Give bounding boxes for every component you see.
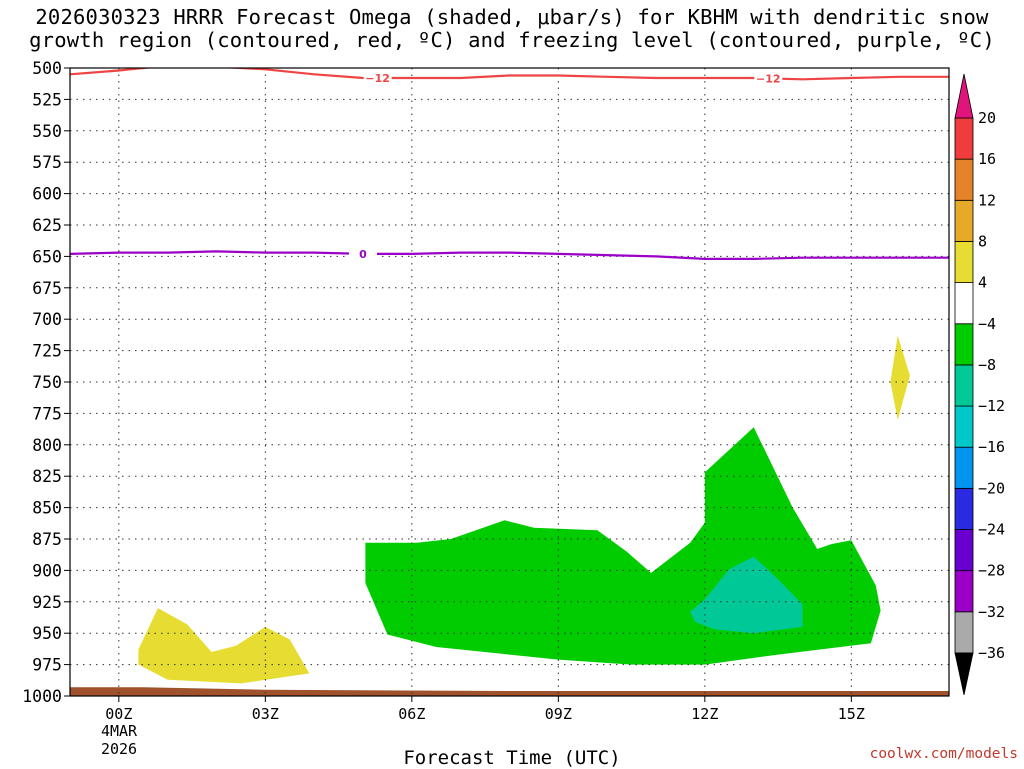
colorbar-bin	[954, 570, 974, 613]
contour-line-1	[70, 250, 949, 260]
y-tick-label: 950	[32, 624, 62, 643]
credit-text: coolwx.com/models	[869, 746, 1018, 762]
y-tick-label: 550	[32, 122, 62, 141]
contour-label-bg	[363, 71, 392, 86]
colorbar-bin	[954, 611, 974, 654]
y-tick-label: 775	[32, 404, 62, 423]
x-tick-label: 12Z	[691, 705, 718, 723]
colorbar-label: 20	[978, 109, 996, 127]
colorbar-bin	[954, 323, 974, 366]
y-tick-label: 600	[32, 185, 62, 204]
contour-layer: −12 −12 0	[70, 68, 949, 261]
y-tick-label: 725	[32, 342, 62, 361]
contour-label: −12	[365, 72, 390, 85]
x-tick-label: 00Z	[105, 705, 132, 723]
shaded-region-0	[138, 608, 310, 684]
y-tick-label: 900	[32, 561, 62, 580]
colorbar-bin	[954, 117, 974, 160]
colorbar-bin	[954, 282, 974, 325]
contour-label-bg	[349, 246, 377, 261]
y-tick-label: 925	[32, 593, 62, 612]
title-line-1: 2026030323 HRRR Forecast Omega (shaded, …	[35, 5, 989, 29]
shaded-region-1	[890, 335, 910, 420]
colorbar-label: −4	[978, 315, 996, 333]
y-tick-label: 750	[32, 373, 62, 392]
y-tick-label: 525	[32, 90, 62, 109]
y-tick-label: 700	[32, 310, 62, 329]
y-tick-label: 1000	[22, 687, 62, 706]
colorbar-label: −16	[978, 438, 1005, 456]
colorbar-label: 16	[978, 150, 996, 168]
colorbar: −36 −32 −28 −24 −20 −16 −12 −8 −4 4 8 12 16 20	[954, 73, 1005, 696]
contour-label: −12	[756, 72, 781, 85]
title-line-2: growth region (contoured, red, ºC) and f…	[29, 28, 995, 52]
contour-line-0	[70, 68, 949, 81]
grid-layer	[70, 68, 949, 696]
y-tick-label: 850	[32, 499, 62, 518]
colorbar-under-arrow	[954, 652, 974, 696]
omega-shaded-layer	[70, 335, 949, 696]
x-tick-label: 06Z	[398, 705, 425, 723]
colorbar-label: −32	[978, 603, 1005, 621]
contour-label-bg	[754, 71, 783, 86]
colorbar-label: −36	[978, 644, 1005, 662]
contour-label: 0	[359, 248, 367, 261]
x-tick-label: 09Z	[545, 705, 572, 723]
shaded-region-3	[690, 556, 803, 634]
colorbar-bin	[954, 405, 974, 448]
y-axis: 500 525 550 575 600 625 650 675 700 725 750 775 800 8…	[22, 59, 70, 706]
colorbar-bin	[954, 158, 974, 201]
colorbar-over-arrow	[954, 73, 974, 119]
y-tick-label: 500	[32, 59, 62, 78]
colorbar-label: −12	[978, 397, 1005, 415]
colorbar-bin	[954, 241, 974, 283]
colorbar-label: 8	[978, 232, 987, 250]
colorbar-bin	[954, 199, 974, 242]
x-axis: 00Z 03Z 06Z 09Z 12Z 15Z	[105, 696, 865, 723]
shaded-region-2	[365, 427, 881, 665]
y-tick-label: 875	[32, 530, 62, 549]
y-tick-label: 675	[32, 279, 62, 298]
date-label-line1: 4MAR	[101, 722, 138, 740]
colorbar-label: −24	[978, 521, 1005, 539]
colorbar-label: −20	[978, 479, 1005, 497]
y-tick-label: 800	[32, 436, 62, 455]
y-tick-label: 575	[32, 153, 62, 172]
x-tick-label: 03Z	[252, 705, 279, 723]
colorbar-label: −8	[978, 356, 996, 374]
colorbar-label: −28	[978, 562, 1005, 580]
y-tick-label: 825	[32, 467, 62, 486]
colorbar-bin	[954, 529, 974, 572]
x-axis-title: Forecast Time (UTC)	[403, 747, 621, 769]
colorbar-bin	[954, 446, 974, 489]
colorbar-bin	[954, 364, 974, 407]
colorbar-label: 4	[978, 274, 987, 292]
chart-title: 2026030323 HRRR Forecast Omega (shaded, …	[0, 6, 1024, 52]
date-label-line2: 2026	[101, 740, 137, 758]
shaded-region-4	[70, 687, 949, 696]
colorbar-label: 12	[978, 191, 996, 209]
y-tick-label: 625	[32, 216, 62, 235]
y-tick-label: 975	[32, 656, 62, 675]
x-tick-label: 15Z	[838, 705, 865, 723]
colorbar-bin	[954, 487, 974, 530]
y-tick-label: 650	[32, 247, 62, 266]
